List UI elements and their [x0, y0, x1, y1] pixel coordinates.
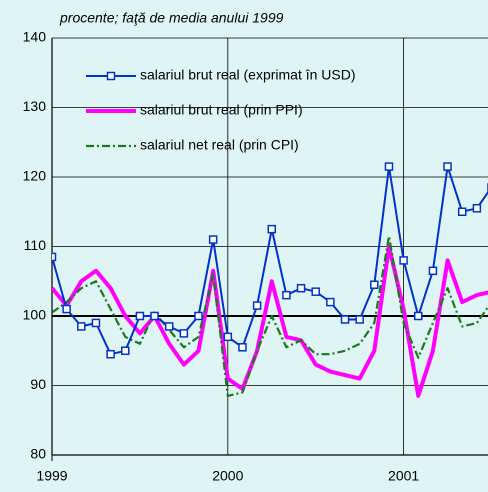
point-marker — [384, 162, 394, 171]
point-marker — [150, 311, 159, 321]
y-tick-label: 90 — [30, 376, 46, 392]
point-marker — [62, 304, 71, 314]
point-marker — [77, 322, 86, 331]
y-tick-label: 120 — [23, 168, 47, 184]
x-tick-label: 1999 — [36, 468, 67, 484]
point-marker — [91, 318, 101, 328]
y-tick-label: 80 — [30, 446, 46, 462]
line-series — [52, 244, 488, 398]
legend-label: salariul net real (prin CPI) — [140, 137, 299, 153]
point-marker — [164, 322, 174, 331]
point-marker — [135, 311, 145, 321]
point-marker — [428, 266, 438, 276]
point-marker — [296, 283, 306, 293]
point-marker — [194, 311, 203, 321]
point-marker — [443, 162, 452, 171]
point-marker — [355, 315, 364, 324]
x-tick-label: 2001 — [388, 468, 419, 484]
point-marker — [179, 329, 189, 338]
point-marker — [457, 207, 467, 216]
y-tick-label: 100 — [23, 307, 47, 323]
point-marker — [340, 315, 350, 324]
y-tick-label: 130 — [23, 98, 47, 114]
point-marker — [208, 235, 218, 244]
subtitle: procente; faţă de media anului 1999 — [59, 10, 284, 26]
point-marker — [282, 290, 291, 300]
legend-marker — [106, 71, 116, 81]
plot-area — [52, 162, 488, 398]
y-tick-label: 110 — [24, 237, 47, 253]
y-tick-label: 140 — [23, 29, 47, 45]
point-marker — [399, 256, 408, 265]
point-marker — [121, 346, 130, 355]
point-marker — [106, 349, 115, 359]
legend-label: salariul brut real (prin PPI) — [140, 102, 303, 118]
point-marker — [414, 311, 423, 321]
point-marker — [267, 224, 277, 234]
point-marker — [472, 204, 482, 213]
point-marker — [252, 301, 262, 310]
point-marker — [370, 280, 379, 289]
line-series — [52, 165, 488, 356]
point-marker — [311, 287, 320, 296]
line-series — [52, 235, 488, 397]
x-tick-label: 2000 — [212, 468, 243, 484]
point-marker — [52, 252, 57, 262]
point-marker — [326, 297, 335, 307]
point-marker — [223, 332, 233, 342]
point-marker — [238, 343, 247, 352]
legend-label: salariul brut real (exprimat în USD) — [140, 67, 356, 83]
